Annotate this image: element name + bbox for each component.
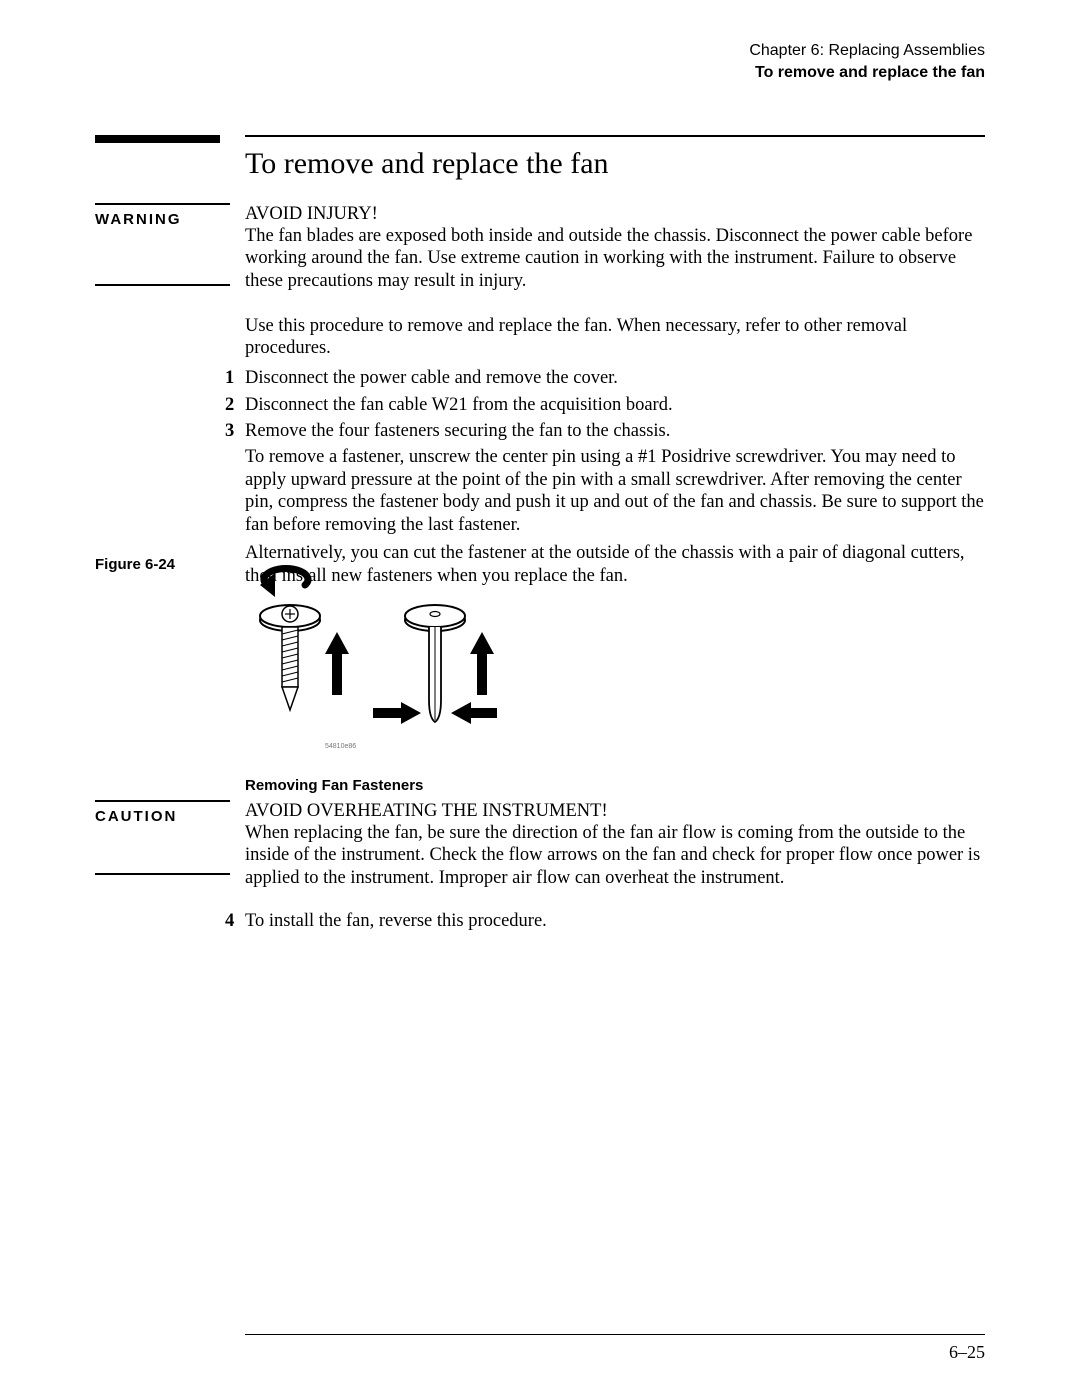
step-4-num: 4 <box>225 910 234 932</box>
caution-lead: AVOID OVERHEATING THE INSTRUMENT! <box>245 800 985 822</box>
figure-caption: Removing Fan Fasteners <box>245 777 985 794</box>
footer-rule <box>245 1334 985 1335</box>
step-4-title: To install the fan, reverse this procedu… <box>245 911 547 931</box>
up-arrow-left-icon <box>325 632 349 695</box>
fastener-svg: 54810e86 <box>245 550 555 765</box>
squeeze-left-arrow-icon <box>451 702 497 724</box>
figure-label: Figure 6-24 <box>95 550 230 579</box>
warning-rule-bottom <box>95 284 230 286</box>
figure-refnum: 54810e86 <box>325 743 356 750</box>
step-1-title: Disconnect the power cable and remove th… <box>245 368 618 388</box>
figure-right: 54810e86 Removing Fan Fasteners <box>245 550 985 794</box>
step4-text: 4 To install the fan, reverse this proce… <box>245 910 985 936</box>
squeeze-right-arrow-icon <box>373 702 421 724</box>
left-margin-tab <box>95 135 220 143</box>
step-3-title: Remove the four fasteners securing the f… <box>245 421 670 441</box>
header-section: To remove and replace the fan <box>749 62 985 84</box>
step4-list: 4 To install the fan, reverse this proce… <box>245 910 985 932</box>
caution-body: When replacing the fan, be sure the dire… <box>245 822 985 889</box>
page-number: 6–25 <box>949 1342 985 1363</box>
step-4: 4 To install the fan, reverse this proce… <box>245 910 985 932</box>
warning-lead: AVOID INJURY! <box>245 203 985 225</box>
figure-left: Figure 6-24 <box>95 550 230 579</box>
caution-text: AVOID OVERHEATING THE INSTRUMENT! When r… <box>245 800 985 897</box>
step-1-num: 1 <box>225 367 234 389</box>
header-chapter: Chapter 6: Replacing Assemblies <box>749 40 985 62</box>
step-3-num: 3 <box>225 420 234 442</box>
step-1: 1 Disconnect the power cable and remove … <box>245 367 985 389</box>
step-2-num: 2 <box>225 394 234 416</box>
page: Chapter 6: Replacing Assemblies To remov… <box>0 0 1080 1397</box>
up-arrow-right-icon <box>470 632 494 695</box>
section-title: To remove and replace the fan <box>245 147 609 181</box>
caution-label: CAUTION <box>95 802 230 831</box>
step-2: 2 Disconnect the fan cable W21 from the … <box>245 394 985 416</box>
fan-fastener-figure: 54810e86 <box>245 550 555 765</box>
warning-text: AVOID INJURY! The fan blades are exposed… <box>245 203 985 300</box>
running-header: Chapter 6: Replacing Assemblies To remov… <box>749 40 985 83</box>
intro-text: Use this procedure to remove and replace… <box>245 315 985 359</box>
step-2-title: Disconnect the fan cable W21 from the ac… <box>245 395 673 415</box>
warning-body: The fan blades are exposed both inside a… <box>245 225 985 292</box>
warning-left: WARNING <box>95 203 230 286</box>
step-3-body1: To remove a fastener, unscrew the center… <box>245 446 985 536</box>
warning-label: WARNING <box>95 205 230 234</box>
caution-left: CAUTION <box>95 800 230 875</box>
caution-rule-bottom <box>95 873 230 875</box>
title-rule <box>245 135 985 137</box>
